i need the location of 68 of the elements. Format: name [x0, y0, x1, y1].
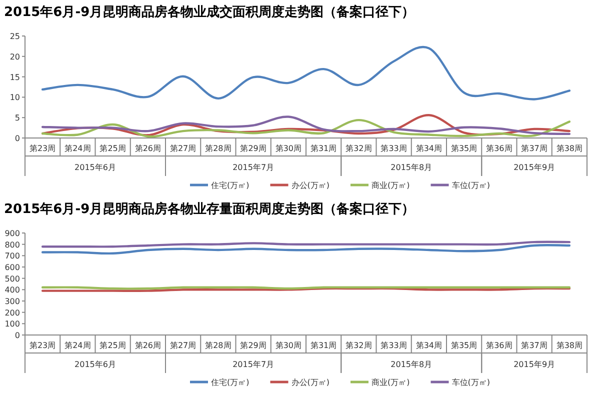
legend-label: 住宅(万㎡)	[211, 378, 250, 387]
x-tick-label: 第26周	[134, 341, 162, 350]
y-tick-label: 20	[10, 52, 20, 62]
y-tick-label: 900	[4, 229, 20, 238]
x-tick-label: 第37周	[521, 341, 548, 350]
x-tick-label: 第23周	[29, 341, 56, 350]
y-tick-label: 15	[10, 72, 20, 82]
legend-label: 商业(万㎡)	[372, 181, 410, 190]
y-tick-label: 800	[4, 240, 20, 250]
y-tick-label: 10	[10, 93, 20, 102]
x-tick-label: 第36周	[486, 341, 512, 350]
x-tick-label: 第38周	[556, 144, 583, 153]
x-tick-label: 第26周	[134, 144, 162, 153]
chart-title: 2015年6月-9月昆明商品房各物业成交面积周度走势图（备案口径下）	[4, 4, 415, 20]
y-tick-label: 25	[10, 32, 20, 41]
x-tick-label: 第25周	[100, 341, 126, 350]
legend-label: 商业(万㎡)	[372, 378, 410, 387]
x-tick-label: 第32周	[346, 144, 372, 153]
x-tick-label: 第33周	[380, 144, 407, 153]
legend-label: 车位(万㎡)	[452, 181, 490, 190]
legend-label: 车位(万㎡)	[452, 378, 490, 387]
x-tick-label: 第28周	[205, 341, 232, 350]
x-tick-label: 第24周	[64, 341, 91, 350]
x-tick-label: 第33周	[380, 341, 407, 350]
x-tick-label: 第37周	[521, 144, 548, 153]
x-tick-label: 第28周	[205, 144, 232, 153]
text: 2015年8月	[390, 360, 432, 369]
text: 2015年7月	[232, 360, 274, 369]
x-tick-label: 第27周	[170, 341, 196, 350]
legend-label: 住宅(万㎡)	[211, 181, 250, 190]
text: 2015年6月	[74, 163, 116, 172]
x-tick-label: 第29周	[240, 144, 266, 153]
text: 2015年6月	[74, 360, 116, 369]
x-tick-label: 第38周	[556, 341, 583, 350]
y-tick-label: 300	[4, 297, 20, 306]
x-tick-label: 第29周	[240, 341, 266, 350]
x-tick-label: 第27周	[170, 144, 196, 153]
legend-label: 办公(万㎡)	[291, 378, 330, 387]
y-tick-label: 400	[4, 286, 20, 295]
y-tick-label: 0	[14, 331, 20, 340]
x-tick-label: 第31周	[310, 341, 337, 350]
text: 2015年7月	[232, 163, 274, 172]
x-tick-label: 第35周	[450, 341, 478, 350]
line-series	[41, 46, 571, 100]
text: 2015年8月	[390, 163, 432, 172]
y-tick-label: 5	[14, 114, 20, 123]
y-tick-label: 600	[4, 263, 20, 272]
legend-label: 办公(万㎡)	[291, 181, 330, 190]
x-tick-label: 第24周	[64, 144, 91, 153]
x-tick-label: 第31周	[310, 144, 337, 153]
y-tick-label: 100	[4, 320, 20, 329]
x-tick-label: 第23周	[29, 144, 56, 153]
text: 2015年9月	[514, 163, 556, 172]
x-tick-label: 第36周	[486, 144, 512, 153]
y-tick-label: 700	[4, 252, 20, 261]
x-tick-label: 第32周	[346, 341, 372, 350]
x-tick-label: 第25周	[100, 144, 126, 153]
chart-title: 2015年6月-9月昆明商品房各物业存量面积周度走势图（备案口径下）	[4, 201, 415, 217]
x-tick-label: 第30周	[275, 144, 302, 153]
y-tick-label: 0	[14, 134, 20, 143]
line-series	[41, 244, 571, 255]
x-tick-label: 第34周	[416, 341, 442, 350]
x-tick-label: 第34周	[416, 144, 442, 153]
y-tick-label: 500	[4, 274, 20, 284]
y-tick-label: 200	[4, 308, 20, 318]
x-tick-label: 第35周	[450, 144, 478, 153]
x-tick-label: 第30周	[275, 341, 302, 350]
text: 2015年9月	[514, 360, 556, 369]
